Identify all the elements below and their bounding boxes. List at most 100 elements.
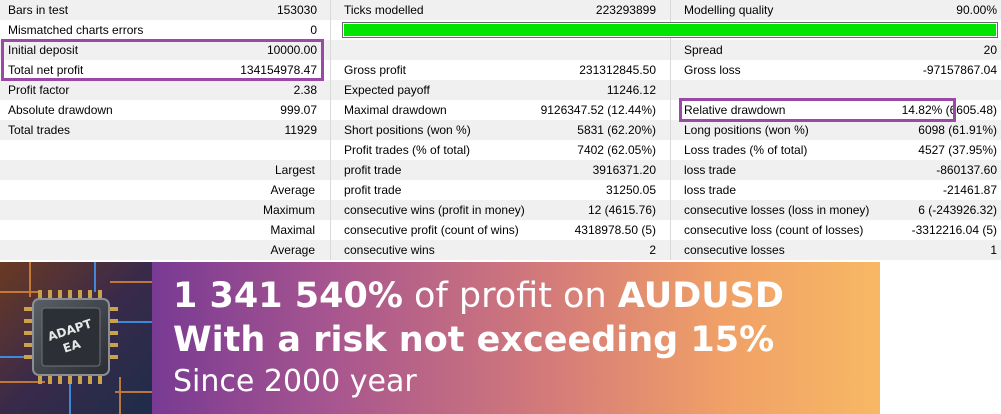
metric-value-col1: 2.38 xyxy=(293,83,317,97)
metric-value-col2: 12 (4615.76) xyxy=(587,203,656,217)
modelling-quality-bar-fill xyxy=(344,24,996,36)
metric-value-col3: -860137.60 xyxy=(936,163,997,177)
metric-label-col3: loss trade xyxy=(684,183,737,197)
metric-label-col1: Absolute drawdown xyxy=(8,103,113,117)
column-divider xyxy=(330,40,331,60)
column-divider xyxy=(330,100,331,120)
metric-label-col2: Short positions (won %) xyxy=(344,123,471,137)
report-row: Bars in test 153030 Ticks modelled 22329389… xyxy=(0,0,1001,20)
metric-group-label: Largest xyxy=(274,163,315,177)
column-divider xyxy=(670,120,671,140)
metric-label-col1: Mismatched charts errors xyxy=(8,23,144,37)
metric-label-col1: Total trades xyxy=(8,123,71,137)
column-divider xyxy=(670,220,671,240)
metric-label-col2: Expected payoff xyxy=(344,83,430,97)
column-divider xyxy=(670,140,671,160)
column-divider xyxy=(670,0,671,20)
metric-value-col3: 1 xyxy=(990,243,997,257)
chip-label-line2: EA xyxy=(61,337,83,356)
metric-label-col2: profit trade xyxy=(344,183,402,197)
metric-value-col3: 14.82% (6605.48) xyxy=(901,103,997,117)
metric-value-col1: 11929 xyxy=(284,123,317,137)
metric-value-col2 xyxy=(480,40,656,60)
metric-value-col2: 5831 (62.20%) xyxy=(577,123,656,137)
column-divider xyxy=(670,160,671,180)
cpu-chip-image: ADAPT EA xyxy=(0,262,152,414)
metric-label-col3: Long positions (won %) xyxy=(684,123,809,137)
banner-headline: 1 341 540% of profit on AUDUSD xyxy=(173,276,784,316)
metric-group-label: Average xyxy=(270,243,315,257)
banner-risk-line: With a risk not exceeding 15% xyxy=(173,320,775,360)
metric-group-label: Average xyxy=(270,183,315,197)
report-row: Total net profit 134154978.47 Gross profit… xyxy=(0,60,1001,80)
column-divider xyxy=(330,240,331,260)
metric-label-col2: Profit trades (% of total) xyxy=(344,143,471,157)
modelling-quality-bar xyxy=(342,22,998,38)
metric-value-col2: 3916371.20 xyxy=(592,163,656,177)
banner-profit-percent: 1 341 540% xyxy=(173,276,403,316)
metric-label-col1: Profit factor xyxy=(8,83,70,97)
metric-value-col2: 4318978.50 (5) xyxy=(574,223,656,237)
banner-profit-text: of profit on xyxy=(402,276,618,316)
metric-value-col3: 20 xyxy=(983,43,997,57)
metric-label-col3: consecutive losses xyxy=(684,243,785,257)
metric-label-col1: Bars in test xyxy=(8,3,69,17)
metric-label-col2: consecutive wins (profit in money) xyxy=(344,203,525,217)
metric-value-col3: 6 (-243926.32) xyxy=(918,203,997,217)
metric-value-col2: 9126347.52 (12.44%) xyxy=(540,103,656,117)
banner-since-line: Since 2000 year xyxy=(173,364,417,399)
column-divider xyxy=(330,160,331,180)
metric-label-col3: consecutive loss (count of losses) xyxy=(684,223,864,237)
metric-group-label: Maximal xyxy=(270,223,315,237)
metric-value-col3 xyxy=(800,80,997,100)
metric-label-col3: Loss trades (% of total) xyxy=(684,143,808,157)
metric-label-col2: Gross profit xyxy=(344,63,407,77)
metric-value-col1: 999.07 xyxy=(280,103,317,117)
report-row: Average profit trade 31250.05 loss trade -21… xyxy=(0,180,1001,200)
report-row: Profit factor 2.38 Expected payoff 11246.12 xyxy=(0,80,1001,100)
metric-label-col3: Spread xyxy=(684,43,723,57)
column-divider xyxy=(330,180,331,200)
metric-label-col2: Maximal drawdown xyxy=(344,103,447,117)
metric-value-col2: 2 xyxy=(649,243,656,257)
metric-label-col3: consecutive losses (loss in money) xyxy=(684,203,870,217)
metric-value-col3: 90.00% xyxy=(956,3,997,17)
metric-value-col3: -3312216.04 (5) xyxy=(911,223,997,237)
report-row: Maximal consecutive profit (count of wins… xyxy=(0,220,1001,240)
metric-value-col3: -21461.87 xyxy=(942,183,997,197)
column-divider xyxy=(330,120,331,140)
column-divider xyxy=(670,240,671,260)
report-row: Average consecutive wins 2 consecutive loss… xyxy=(0,240,1001,260)
metric-value-col1: 134154978.47 xyxy=(240,63,317,77)
report-row: Total trades 11929 Short positions (won %)… xyxy=(0,120,1001,140)
report-row: Maximum consecutive wins (profit in money… xyxy=(0,200,1001,220)
metric-label-col1: Total net profit xyxy=(8,63,84,77)
metric-label-col2: consecutive wins xyxy=(344,243,435,257)
column-divider xyxy=(330,20,331,40)
column-divider xyxy=(670,80,671,100)
banner-symbol: AUDUSD xyxy=(617,276,784,316)
strategy-tester-report: Bars in test 153030 Ticks modelled 22329389… xyxy=(0,0,1001,260)
column-divider xyxy=(330,60,331,80)
metric-label-col2: Ticks modelled xyxy=(344,3,424,17)
metric-value-col3: 4527 (37.95%) xyxy=(918,143,997,157)
metric-value-col1: 10000.00 xyxy=(266,43,317,57)
metric-label-col3: Relative drawdown xyxy=(684,103,786,117)
metric-value-col3: -97157867.04 xyxy=(922,63,997,77)
column-divider xyxy=(670,60,671,80)
column-divider xyxy=(330,80,331,100)
metric-label-col3: loss trade xyxy=(684,163,737,177)
column-divider xyxy=(330,0,331,20)
column-divider xyxy=(670,180,671,200)
column-divider xyxy=(330,140,331,160)
metric-group-label: Maximum xyxy=(262,203,315,217)
report-row: Initial deposit 10000.00 Spread 20 xyxy=(0,40,1001,60)
report-row: Profit trades (% of total) 7402 (62.05%) L… xyxy=(0,140,1001,160)
metric-value-col3: 6098 (61.91%) xyxy=(918,123,997,137)
column-divider xyxy=(670,200,671,220)
metric-label-col2: profit trade xyxy=(344,163,402,177)
report-row: Absolute drawdown 999.07 Maximal drawdown 9… xyxy=(0,100,1001,120)
column-divider xyxy=(330,220,331,240)
metric-label-col2: consecutive profit (count of wins) xyxy=(344,223,519,237)
column-divider xyxy=(670,40,671,60)
